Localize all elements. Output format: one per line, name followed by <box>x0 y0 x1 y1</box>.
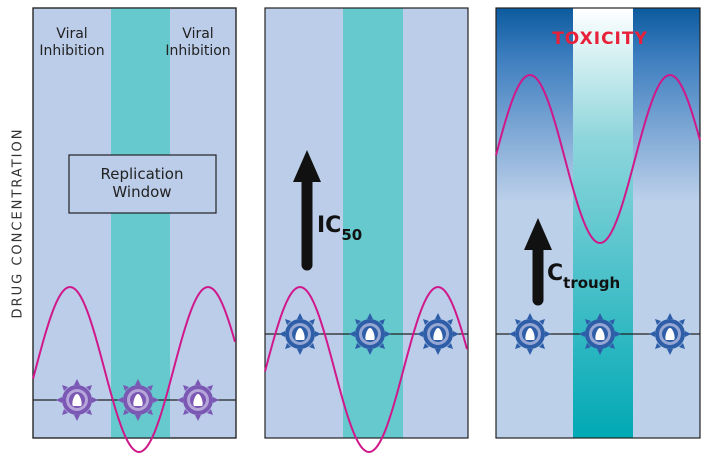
y-axis-label: DRUG CONCENTRATION <box>11 128 26 319</box>
panel: IC50 <box>264 7 469 454</box>
arrow-label: Ctrough <box>547 261 620 292</box>
box <box>68 154 217 214</box>
panel: TOXICITY Ctrough <box>495 7 701 439</box>
box-label: Replication <box>100 165 183 183</box>
arrow-label: IC50 <box>317 213 362 244</box>
title: TOXICITY <box>552 29 648 49</box>
label: Viral Inhibition <box>165 26 230 59</box>
panel: Viral Inhibition Viral Inhibition Replicat… <box>32 7 237 454</box>
box-label: Window <box>112 183 171 201</box>
label: Viral Inhibition <box>39 26 104 59</box>
